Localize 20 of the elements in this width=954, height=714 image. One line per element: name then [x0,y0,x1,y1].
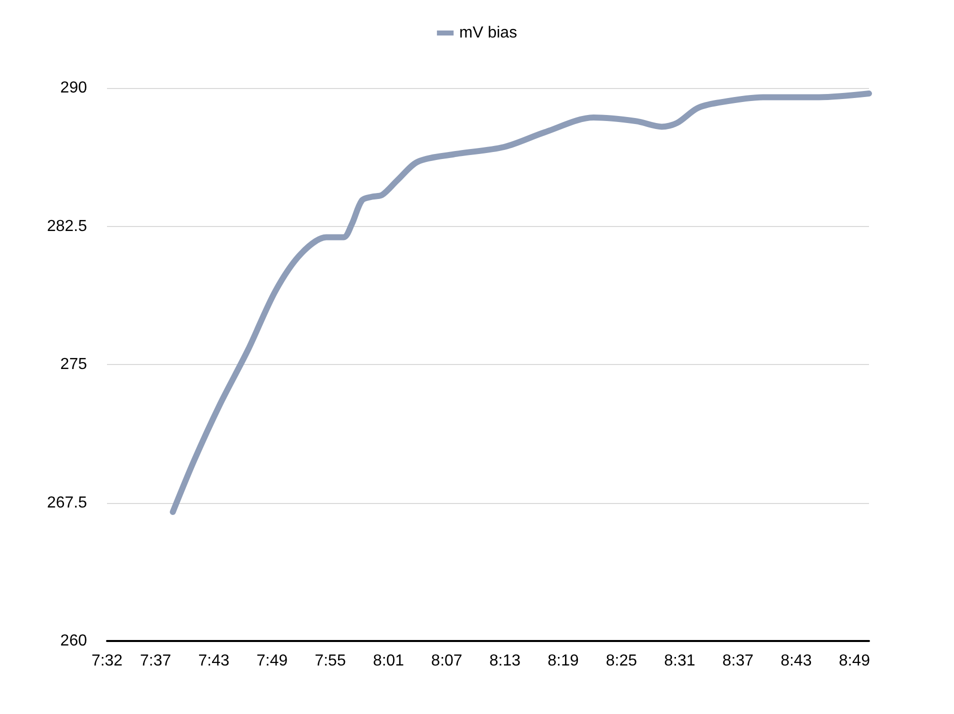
x-tick-label: 7:49 [256,652,288,670]
y-tick-label: 282.5 [46,218,88,235]
legend-label: mV bias [459,24,518,42]
x-tick-label: 7:55 [314,652,346,670]
x-tick-label: 8:43 [780,652,812,670]
y-tick-label: 290 [60,80,88,96]
x-tick-label: 8:37 [722,652,754,670]
x-tick-label: 8:19 [548,652,579,670]
y-tick-label: 275 [60,356,88,373]
x-tick-label: 8:25 [606,652,638,670]
x-tick-label: 8:01 [372,652,404,670]
y-tick-label: 260 [60,632,88,650]
y-tick-label: 267.5 [46,494,88,512]
x-tick-label: 8:31 [664,652,696,670]
x-tick-label: 8:07 [431,652,462,670]
x-tick-label: 8:13 [489,652,521,670]
x-tick-label: 7:37 [140,652,172,670]
x-tick-label: 7:32 [91,652,123,670]
x-tick-label: 7:43 [198,652,230,670]
x-tick-label: 8:49 [838,652,870,670]
